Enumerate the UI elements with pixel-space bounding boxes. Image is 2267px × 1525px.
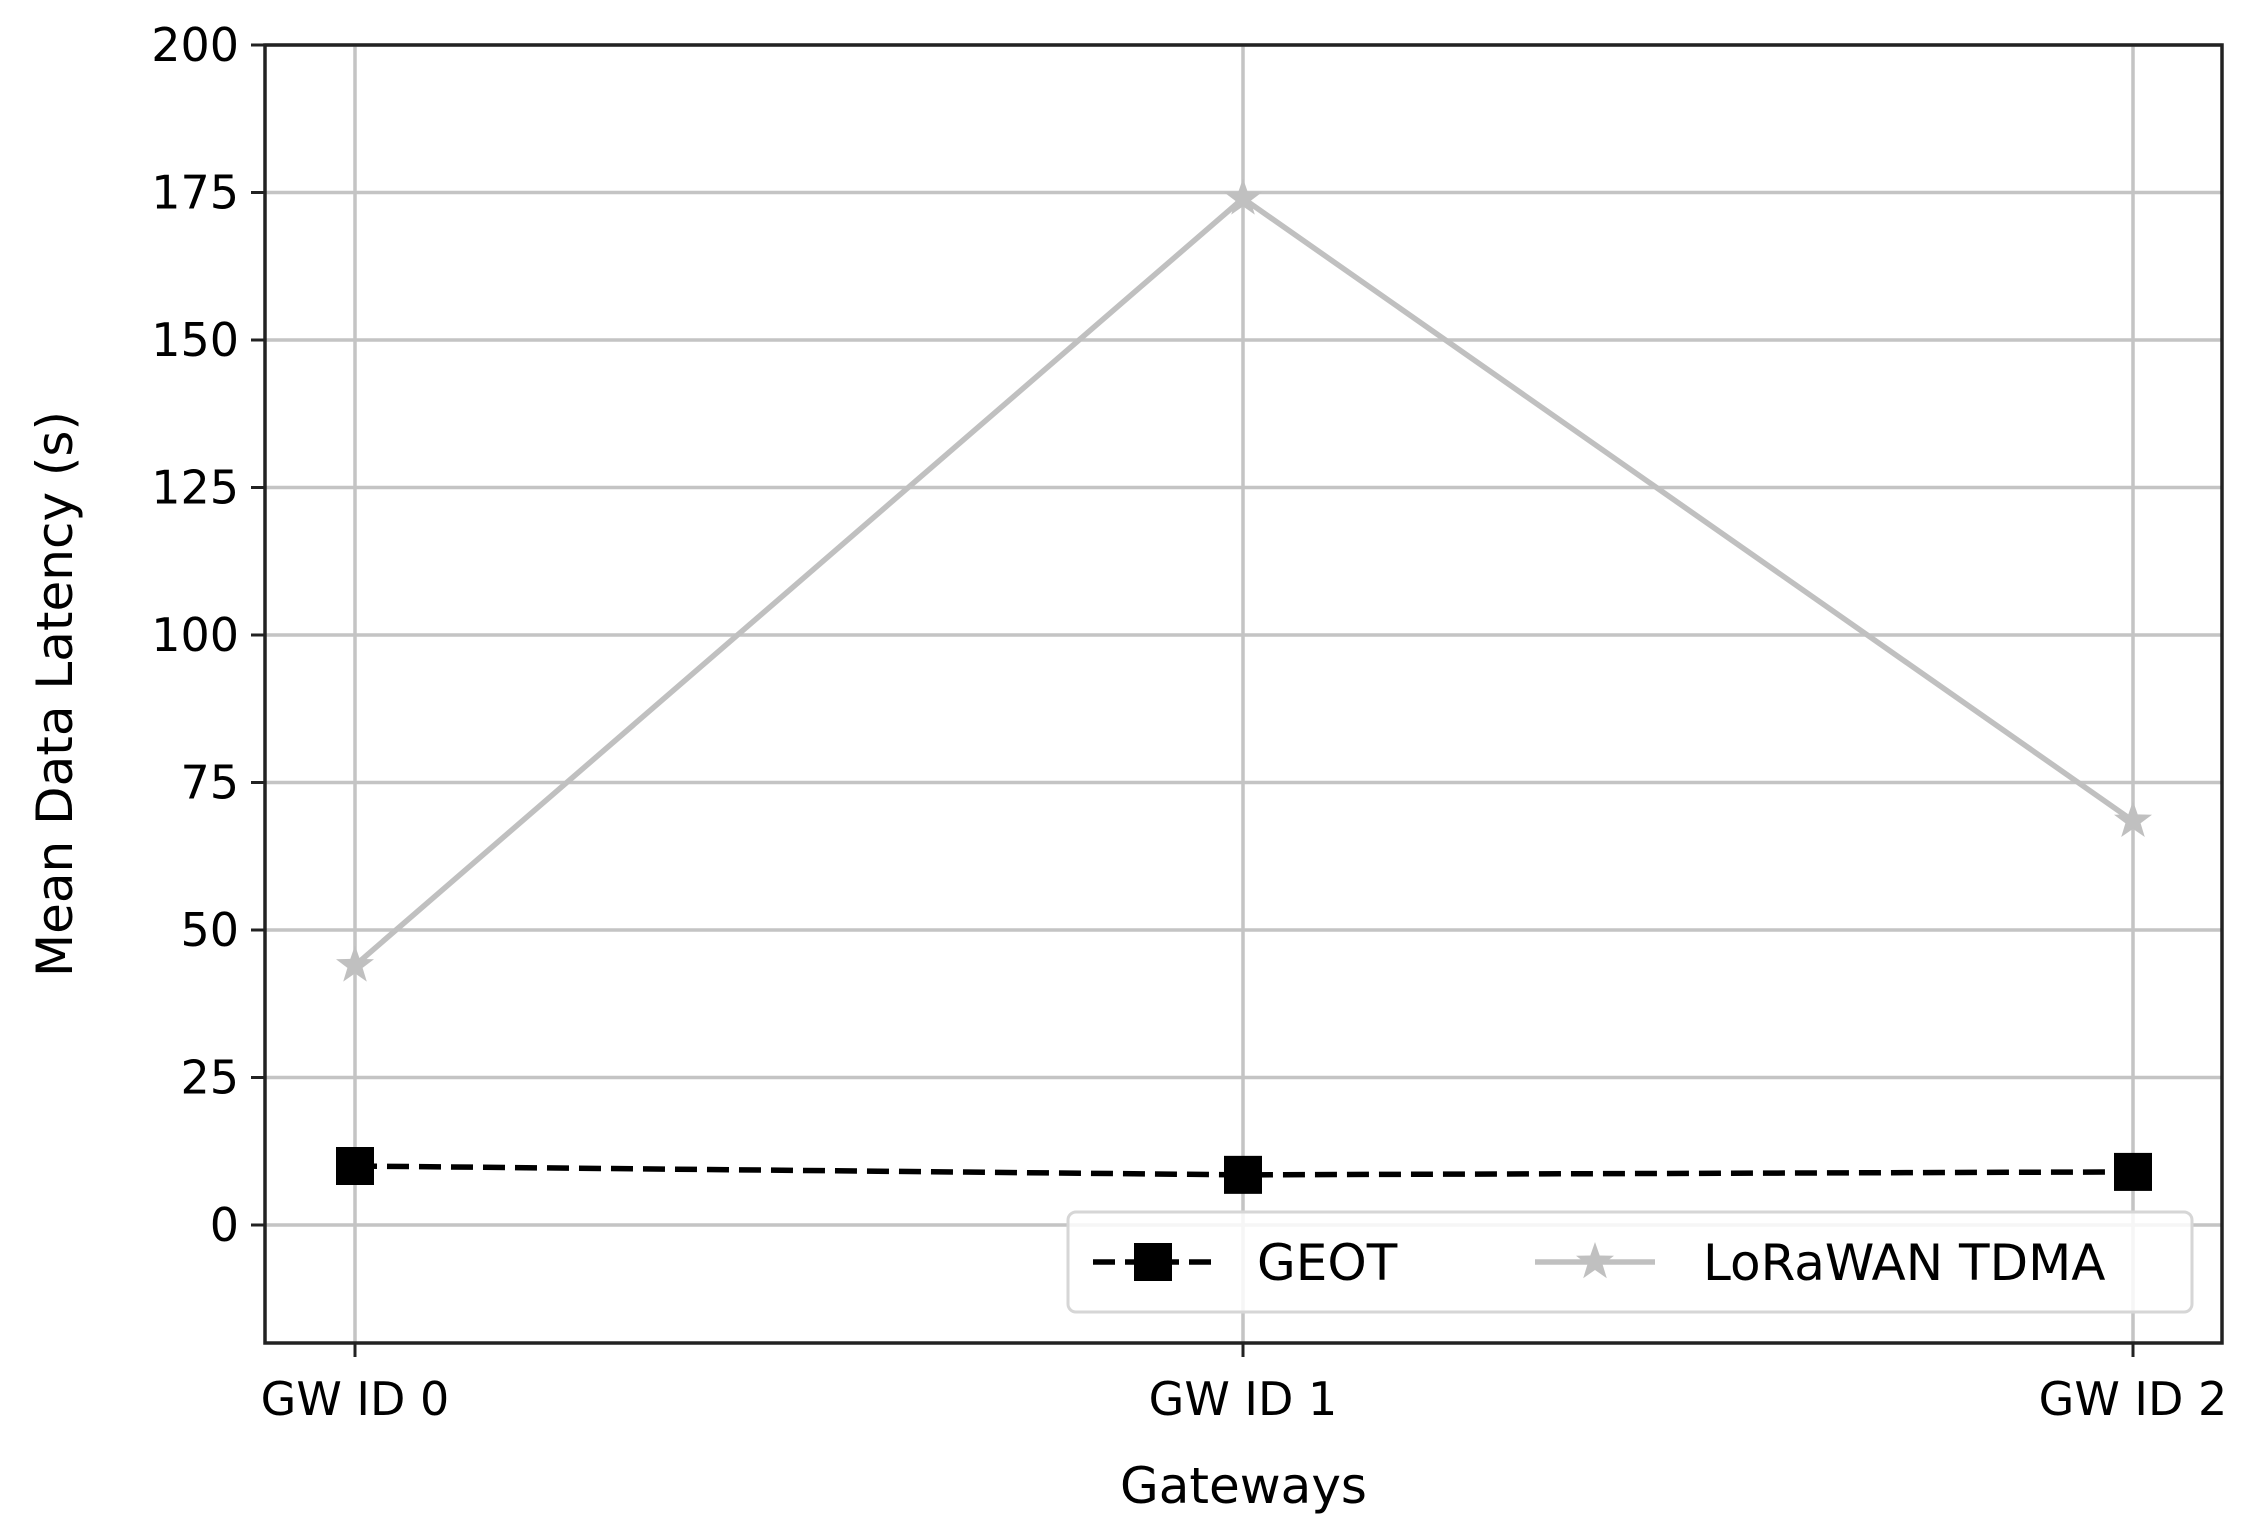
legend-label: LoRaWAN TDMA xyxy=(1703,1234,2105,1292)
data-point xyxy=(336,1147,374,1185)
legend: GEOT LoRaWAN TDMA xyxy=(1066,1210,2194,1314)
series-layer xyxy=(336,178,2152,1194)
y-tick-label: 25 xyxy=(180,1051,239,1105)
data-point xyxy=(2114,1152,2152,1191)
x-tick-label: GW ID 2 xyxy=(2039,1372,2228,1426)
y-tick-label: 0 xyxy=(210,1198,239,1252)
data-point xyxy=(1224,1155,1262,1194)
axis-ticks: 0 25 50 75 100 125 150 175 200 GW ID 0 GW ID 1 GW I… xyxy=(151,18,2227,1426)
x-tick-label: GW ID 0 xyxy=(261,1372,450,1426)
y-tick-label: 100 xyxy=(151,608,239,662)
y-tick-label: 200 xyxy=(151,18,239,72)
legend-marker xyxy=(1134,1243,1172,1281)
data-point xyxy=(1224,178,1262,215)
series-line xyxy=(354,1163,2134,1178)
legend-marker xyxy=(1576,1242,1614,1279)
grid xyxy=(265,43,2222,1343)
legend-label: GEOT xyxy=(1257,1234,1398,1292)
y-tick-label: 50 xyxy=(180,903,239,957)
series-lorawan-tdma xyxy=(336,178,2152,982)
series-geot xyxy=(336,1147,2152,1194)
legend-item: LoRaWAN TDMA xyxy=(1535,1234,2105,1292)
y-tick-label: 150 xyxy=(151,313,239,367)
y-tick-label: 125 xyxy=(151,461,239,515)
legend-item: GEOT xyxy=(1093,1234,1398,1292)
y-tick-label: 75 xyxy=(180,756,239,810)
data-point xyxy=(2114,800,2152,837)
data-point xyxy=(336,945,374,982)
y-tick-label: 175 xyxy=(151,166,239,220)
x-axis-label: Gateways xyxy=(1120,1457,1367,1515)
x-tick-label: GW ID 1 xyxy=(1149,1372,1338,1426)
y-axis-label: Mean Data Latency (s) xyxy=(26,411,84,977)
